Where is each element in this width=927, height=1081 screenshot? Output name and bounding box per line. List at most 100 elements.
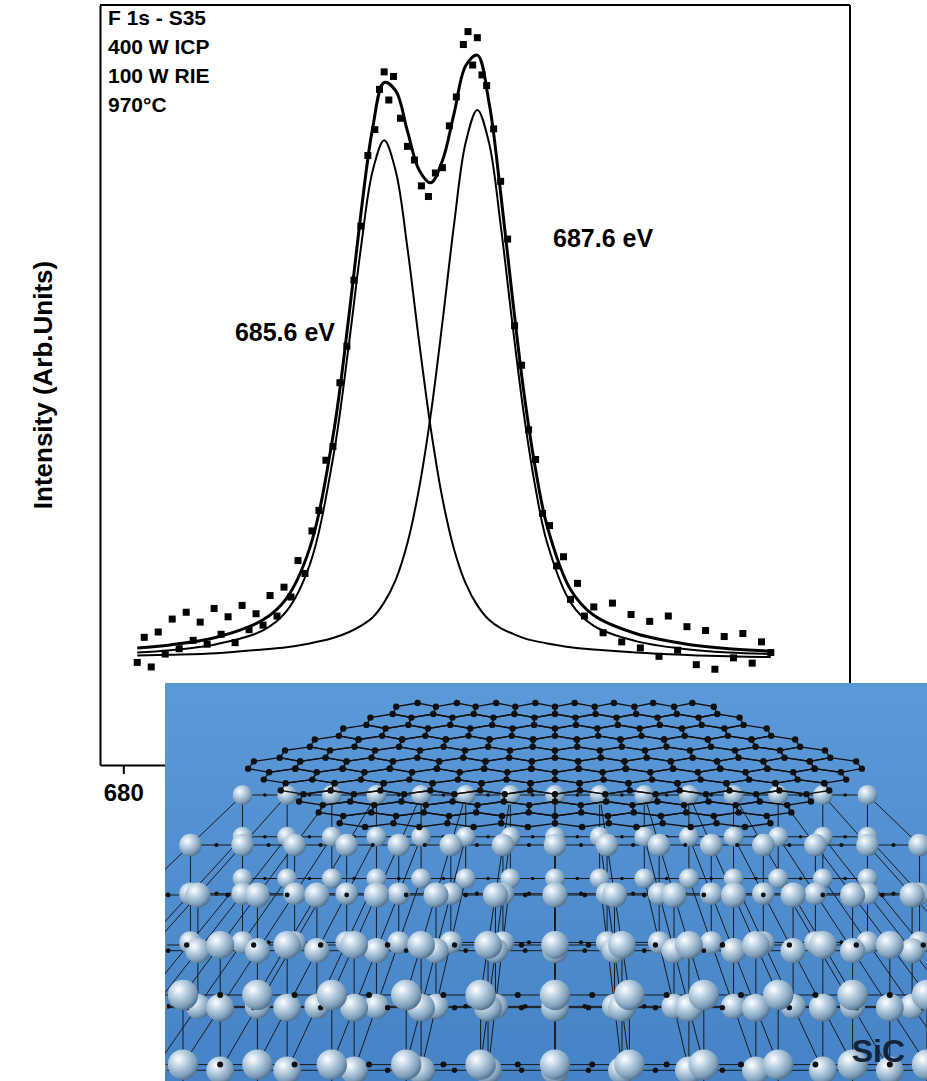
graphene-atom bbox=[351, 791, 357, 797]
carbon-atom bbox=[576, 835, 580, 839]
x-tick-mark bbox=[123, 765, 125, 774]
graphene-atom bbox=[625, 780, 631, 786]
graphene-atom bbox=[390, 820, 396, 826]
silicon-atom bbox=[273, 1056, 301, 1081]
graphene-atom bbox=[446, 813, 452, 819]
data-point bbox=[469, 62, 476, 69]
graphene-atom bbox=[594, 725, 600, 731]
graphene-atom bbox=[807, 758, 813, 764]
graphene-atom bbox=[399, 736, 405, 742]
graphene-atom bbox=[504, 769, 510, 775]
graphene-atom bbox=[486, 736, 492, 742]
graphene-atom bbox=[531, 722, 537, 728]
silicon-atom bbox=[614, 980, 644, 1010]
graphene-atom bbox=[528, 765, 534, 771]
graphene-atom bbox=[661, 736, 667, 742]
graphene-atom bbox=[822, 747, 828, 753]
graphene-atom bbox=[429, 780, 435, 786]
silicon-atom bbox=[804, 882, 826, 904]
carbon-atom bbox=[440, 1062, 446, 1068]
graphene-atom bbox=[764, 765, 770, 771]
silicon-atom bbox=[781, 882, 806, 907]
data-point bbox=[609, 600, 616, 607]
condition-label: 970°C bbox=[108, 93, 167, 116]
graphene-atom bbox=[527, 780, 533, 786]
graphene-atom bbox=[300, 791, 306, 797]
graphene-ring bbox=[299, 791, 354, 806]
data-point bbox=[574, 580, 581, 587]
graphene-atom bbox=[748, 736, 754, 742]
graphene-atom bbox=[297, 758, 303, 764]
graphene-atom bbox=[598, 755, 604, 761]
silicon-atom bbox=[388, 834, 410, 856]
silicon-atom bbox=[908, 834, 927, 856]
silicon-atom bbox=[206, 931, 234, 959]
plot-area bbox=[134, 28, 775, 673]
silicon-atom bbox=[541, 931, 569, 959]
graphene-atom bbox=[619, 744, 625, 750]
graphene-atom bbox=[781, 755, 787, 761]
silicon-atom bbox=[661, 882, 686, 907]
data-point bbox=[294, 557, 301, 564]
graphene-atom bbox=[467, 725, 473, 731]
data-point bbox=[211, 605, 218, 612]
silicon-atom bbox=[483, 882, 508, 907]
graphene-atom bbox=[572, 714, 578, 720]
graphene-atom bbox=[433, 703, 439, 709]
graphene-atom bbox=[390, 758, 396, 764]
graphene-atom bbox=[808, 798, 814, 804]
graphene-atom bbox=[296, 798, 302, 804]
graphene-atom bbox=[714, 711, 720, 717]
graphene-atom bbox=[474, 802, 480, 808]
graphene-atom bbox=[552, 755, 558, 761]
carbon-atom bbox=[665, 793, 669, 797]
graphene-atom bbox=[642, 747, 648, 753]
silicon-atom bbox=[411, 785, 431, 805]
carbon-atom bbox=[217, 1062, 223, 1068]
graphene-atom bbox=[525, 824, 531, 830]
silicon-atom bbox=[179, 834, 201, 856]
graphene-atom bbox=[552, 733, 558, 739]
silicon-atom bbox=[165, 931, 167, 959]
graphene-atom bbox=[434, 765, 440, 771]
graphene-atom bbox=[387, 765, 393, 771]
graphene-atom bbox=[292, 765, 298, 771]
data-point bbox=[665, 613, 672, 620]
graphene-atom bbox=[470, 824, 476, 830]
carbon-atom bbox=[531, 877, 535, 881]
data-point bbox=[267, 592, 274, 599]
graphene-atom bbox=[674, 711, 680, 717]
graphene-atom bbox=[399, 736, 405, 742]
silicon-atom bbox=[763, 1049, 793, 1079]
carbon-atom bbox=[738, 992, 744, 998]
graphene-atom bbox=[776, 787, 782, 793]
carbon-atom bbox=[319, 843, 323, 847]
silicon-atom bbox=[411, 827, 431, 847]
sic-bonds bbox=[165, 795, 927, 1081]
graphene-atom bbox=[499, 813, 505, 819]
silicon-atom bbox=[273, 994, 301, 1022]
data-point bbox=[749, 660, 756, 667]
graphene-atom bbox=[478, 780, 484, 786]
graphene-atom bbox=[670, 765, 676, 771]
graphene-atom bbox=[368, 755, 374, 761]
graphene-atom bbox=[331, 780, 337, 786]
graphene-atom bbox=[368, 809, 374, 815]
graphene-atom bbox=[663, 744, 669, 750]
carbon-atom bbox=[486, 793, 490, 797]
silicon-atom bbox=[391, 980, 421, 1010]
silicon-atom bbox=[809, 994, 837, 1022]
graphene-atom bbox=[530, 736, 536, 742]
silicon-atom bbox=[492, 834, 514, 856]
carbon-atom bbox=[523, 893, 528, 898]
graphene-atom bbox=[723, 780, 729, 786]
graphene-atom bbox=[358, 776, 364, 782]
graphene-atom bbox=[481, 765, 487, 771]
data-point bbox=[197, 619, 204, 626]
graphene-atom bbox=[482, 758, 488, 764]
graphene-atom bbox=[788, 809, 794, 815]
carbon-atom bbox=[251, 942, 256, 947]
data-point bbox=[758, 638, 765, 645]
silicon-atom bbox=[388, 882, 410, 904]
silicon-atom bbox=[340, 931, 368, 959]
